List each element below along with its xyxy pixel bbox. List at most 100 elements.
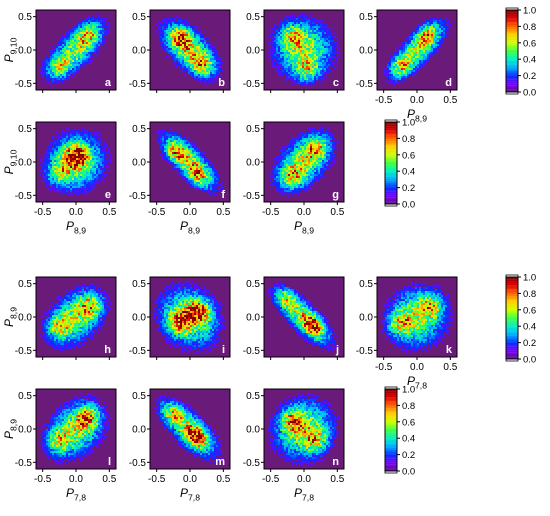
density-cell [86, 40, 89, 43]
density-cell [208, 42, 211, 45]
density-cell [431, 54, 434, 57]
density-cell [84, 146, 87, 149]
density-cell [80, 170, 83, 173]
density-cell [216, 174, 219, 177]
density-cell [332, 56, 335, 59]
density-cell [290, 180, 293, 183]
density-cell [72, 188, 75, 191]
density-cell [204, 74, 207, 77]
density-cell [278, 186, 281, 189]
density-cell [409, 60, 412, 63]
density-cell [310, 178, 313, 181]
density-cell [322, 154, 325, 157]
density-cell [330, 50, 333, 53]
density-cell [86, 184, 89, 187]
density-cell [270, 176, 273, 179]
density-cell [190, 164, 193, 167]
density-cell [70, 36, 73, 39]
density-cell [202, 154, 205, 157]
density-cell [274, 24, 277, 27]
density-cell [82, 154, 85, 157]
density-cell [78, 30, 81, 33]
density-cell [316, 24, 319, 27]
density-cell [407, 74, 410, 77]
density-cell [160, 38, 163, 41]
density-cell [216, 170, 219, 173]
density-cell [52, 46, 55, 49]
density-cell [288, 162, 291, 165]
density-cell [58, 152, 61, 155]
density-cell [439, 36, 442, 39]
density-cell [302, 182, 305, 185]
density-cell [316, 138, 319, 141]
density-cell [208, 44, 211, 47]
density-cell [66, 162, 69, 165]
density-cell [294, 30, 297, 33]
density-cell [298, 70, 301, 73]
density-cell [204, 50, 207, 53]
density-cell [164, 36, 167, 39]
density-cell [300, 36, 303, 39]
density-cell [64, 76, 67, 79]
density-cell [308, 154, 311, 157]
density-cell [405, 42, 408, 45]
density-cell [194, 30, 197, 33]
density-cell [437, 42, 440, 45]
x-tick-label: -0.5 [34, 207, 52, 218]
density-cell [76, 58, 79, 61]
density-cell [417, 48, 420, 51]
density-cell [210, 194, 213, 197]
density-cell [292, 76, 295, 79]
density-cell [78, 46, 81, 49]
density-cell [300, 54, 303, 57]
density-cell [186, 66, 189, 69]
density-cell [212, 164, 215, 167]
density-cell [66, 140, 69, 143]
density-cell [276, 182, 279, 185]
density-cell [86, 150, 89, 153]
density-cell [204, 164, 207, 167]
density-cell [62, 150, 65, 153]
density-cell [76, 150, 79, 153]
density-cell [174, 32, 177, 35]
density-cell [389, 56, 392, 59]
density-cell [102, 42, 105, 45]
density-cell [184, 176, 187, 179]
density-cell [212, 180, 215, 183]
density-cell [292, 168, 295, 171]
density-cell [186, 42, 189, 45]
density-cell [192, 152, 195, 155]
density-cell [290, 32, 293, 35]
density-cell [280, 62, 283, 65]
density-cell [190, 144, 193, 147]
density-cell [178, 56, 181, 59]
density-cell [104, 162, 107, 165]
density-cell [60, 72, 63, 75]
density-cell [290, 174, 293, 177]
density-cell [72, 146, 75, 149]
density-cell [334, 54, 337, 57]
density-cell [272, 60, 275, 63]
density-cell [300, 32, 303, 35]
density-cell [298, 16, 301, 19]
density-cell [214, 74, 217, 77]
density-cell [427, 38, 430, 41]
density-cell [46, 56, 49, 59]
density-cell [162, 132, 165, 135]
density-cell [86, 18, 89, 21]
density-cell [399, 70, 402, 73]
density-cell [80, 132, 83, 135]
density-cell [218, 56, 221, 59]
density-cell [80, 178, 83, 181]
density-cell [102, 178, 105, 181]
density-cell [202, 68, 205, 71]
density-cell [393, 64, 396, 67]
density-cell [280, 166, 283, 169]
density-cell [441, 42, 444, 45]
density-cell [322, 58, 325, 61]
density-cell [322, 146, 325, 149]
density-cell [84, 140, 87, 143]
density-cell [74, 138, 77, 141]
density-cell [280, 174, 283, 177]
density-cell [290, 34, 293, 37]
